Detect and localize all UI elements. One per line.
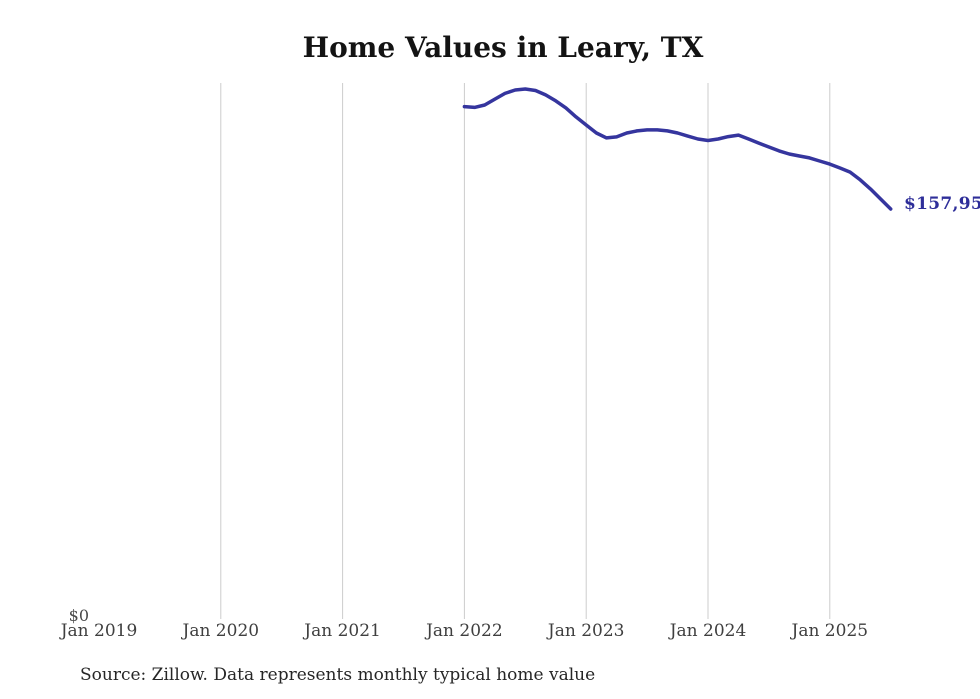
latest-value-label: $157,950 xyxy=(904,194,980,214)
home-value-line xyxy=(462,87,893,211)
x-tick-label: Jan 2023 xyxy=(547,621,625,641)
x-tick-label: Jan 2025 xyxy=(791,621,869,641)
source-note: Source: Zillow. Data represents monthly … xyxy=(80,665,596,685)
x-tick-label: Jan 2021 xyxy=(304,621,381,641)
x-tick-label: Jan 2022 xyxy=(426,621,503,641)
x-tick-label: Jan 2020 xyxy=(182,621,260,641)
page-title: Home Values in Leary, TX xyxy=(302,31,704,64)
x-tick-label: Jan 2024 xyxy=(669,621,747,641)
y-axis-zero-label: $0 xyxy=(68,606,89,625)
gridlines-group xyxy=(220,83,831,619)
x-tick-label: Jan 2019 xyxy=(60,621,138,641)
x-axis-labels: Jan 2019 Jan 2020 Jan 2021 Jan 2022 Jan 2023… xyxy=(0,621,980,647)
